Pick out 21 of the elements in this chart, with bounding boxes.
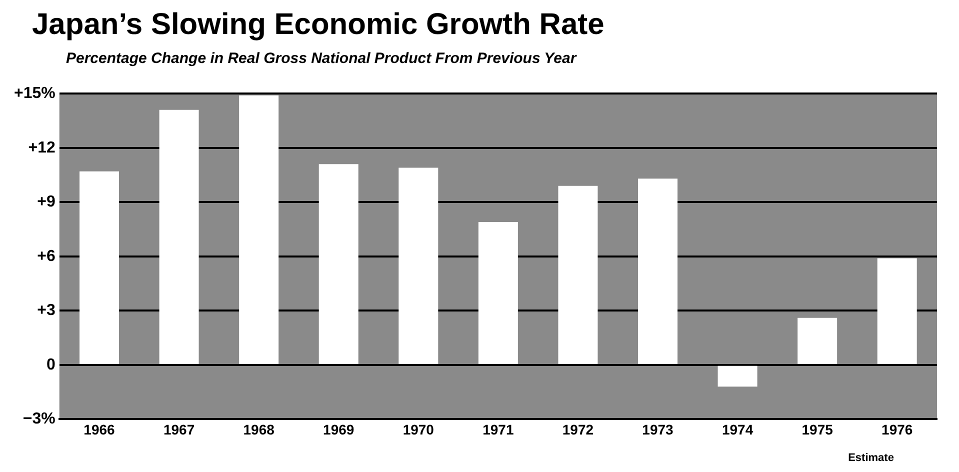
y-tick-label: +9 — [37, 194, 56, 211]
x-tick-label: 1970 — [402, 421, 434, 438]
y-tick-label: +3 — [37, 302, 56, 320]
chart-subtitle: Percentage Change in Real Gross National Product From Previous Year — [66, 50, 576, 67]
chart-title: Japan’s Slowing Economic Growth Rate — [32, 8, 604, 42]
x-tick-label: 1974 — [722, 421, 754, 438]
x-tick-label: 1972 — [562, 421, 594, 438]
x-tick-label: 1967 — [163, 421, 195, 438]
x-tick-label: 1976 — [882, 421, 913, 438]
y-tick-label: +6 — [37, 248, 56, 265]
y-tick-label: −3% — [22, 410, 56, 428]
x-tick-label: 1975 — [802, 421, 834, 438]
y-tick-label: +12 — [28, 139, 56, 156]
x-tick-label: 1973 — [642, 421, 674, 438]
x-tick-label: 1969 — [323, 421, 354, 438]
x-tick-label: 1968 — [243, 421, 275, 438]
y-tick-label: 0 — [46, 356, 56, 374]
x-tick-label: 1966 — [84, 421, 116, 438]
y-tick-label: +15% — [14, 85, 56, 102]
x-tick-label: 1971 — [482, 421, 514, 438]
text: Estimate — [848, 452, 894, 464]
